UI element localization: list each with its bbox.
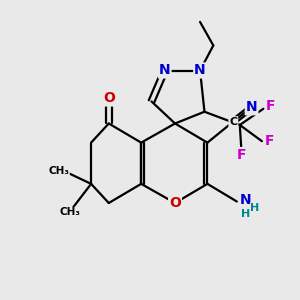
Text: N: N — [246, 100, 257, 114]
Text: C: C — [229, 117, 237, 127]
Text: O: O — [103, 92, 115, 106]
Text: N: N — [194, 64, 206, 77]
Text: H: H — [250, 203, 260, 213]
Text: F: F — [266, 99, 275, 113]
Text: N: N — [240, 193, 251, 207]
Text: O: O — [169, 196, 181, 210]
Text: F: F — [236, 148, 246, 162]
Text: H: H — [241, 209, 250, 219]
Text: CH₃: CH₃ — [60, 207, 81, 218]
Text: F: F — [265, 134, 274, 148]
Text: CH₃: CH₃ — [48, 166, 69, 176]
Text: N: N — [159, 64, 170, 77]
